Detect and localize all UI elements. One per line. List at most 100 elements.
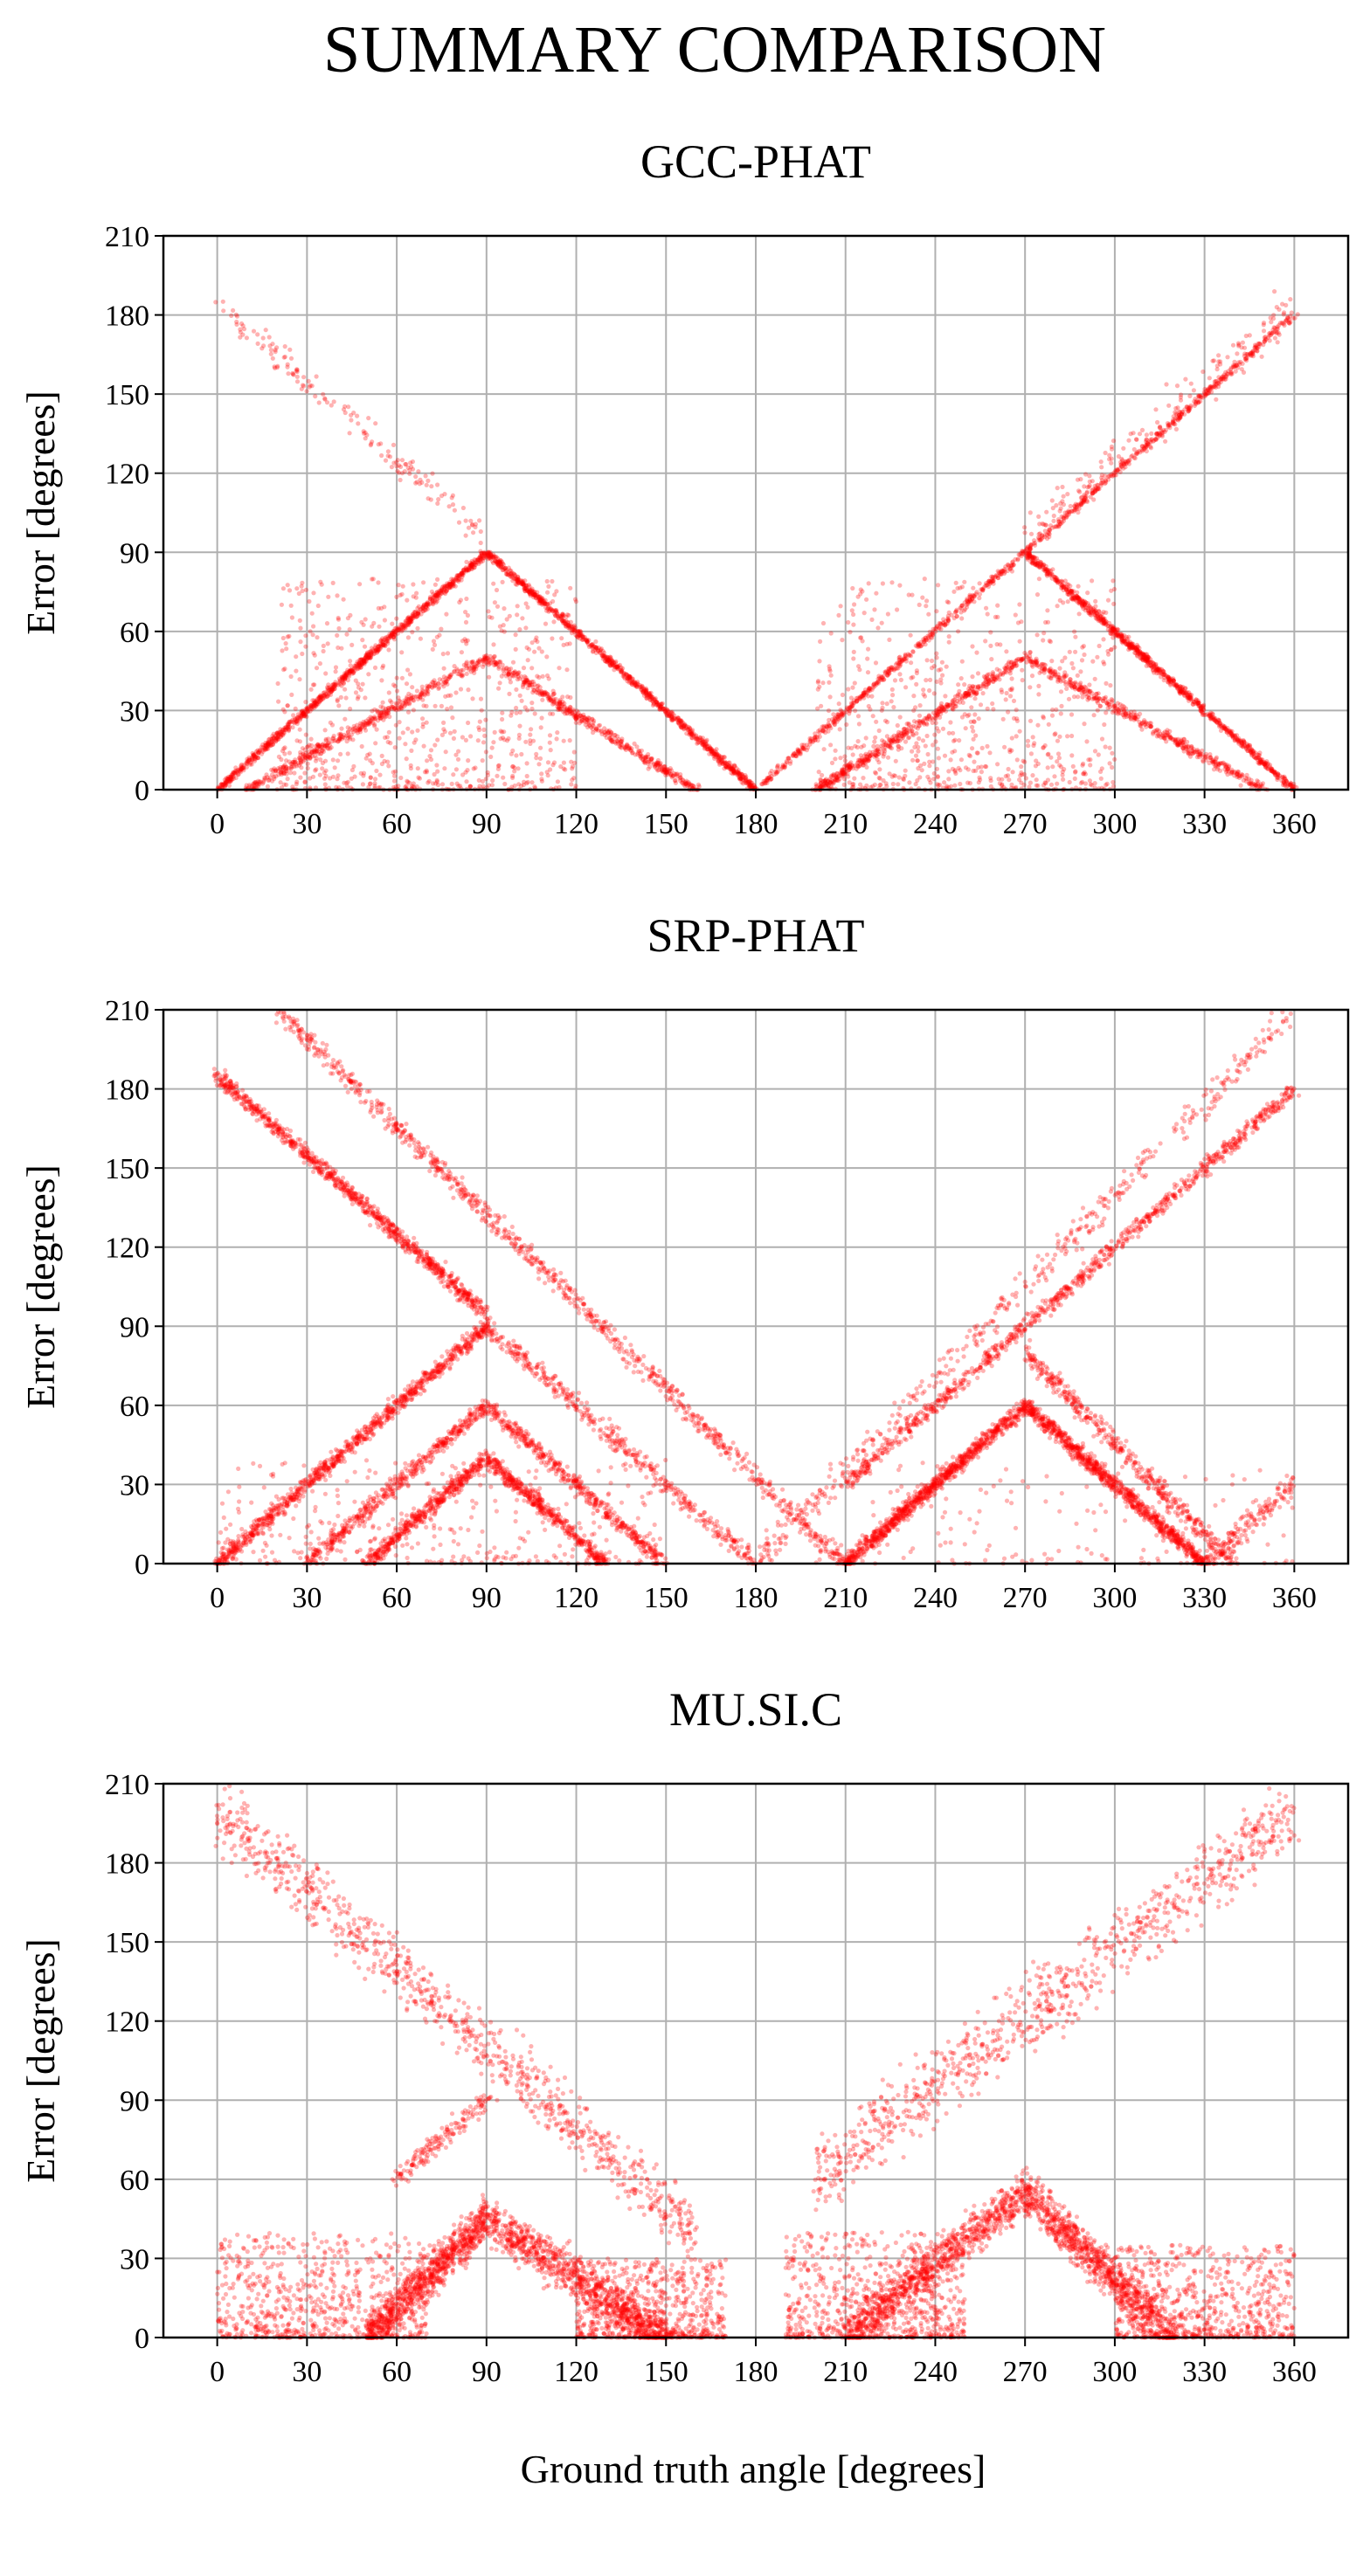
data-point	[986, 584, 991, 590]
data-point	[568, 708, 573, 715]
data-point	[356, 663, 361, 669]
data-point	[875, 748, 880, 753]
data-point	[359, 661, 364, 666]
data-point	[267, 736, 273, 742]
data-point	[1014, 658, 1019, 663]
data-point	[279, 732, 284, 738]
data-point	[391, 628, 396, 634]
data-point	[844, 707, 849, 712]
data-point	[1157, 667, 1162, 673]
data-point	[222, 777, 227, 783]
data-point	[356, 665, 362, 670]
data-point	[1274, 329, 1279, 335]
data-point	[427, 597, 432, 603]
data-point	[434, 590, 439, 595]
data-point	[918, 644, 924, 649]
data-point	[415, 696, 421, 701]
data-point	[1183, 686, 1188, 691]
data-point	[591, 720, 596, 725]
data-point	[339, 683, 344, 688]
data-point	[1144, 663, 1149, 668]
data-point	[379, 714, 384, 719]
data-point	[1090, 607, 1095, 612]
data-point	[457, 574, 463, 579]
data-point	[406, 618, 412, 623]
data-point	[388, 633, 393, 639]
data-point	[1287, 321, 1292, 326]
data-point	[349, 666, 355, 672]
data-point	[668, 714, 674, 719]
data-point	[1256, 753, 1263, 758]
data-point	[266, 740, 272, 745]
data-point	[362, 658, 367, 664]
data-point	[1131, 455, 1137, 460]
data-point	[976, 685, 981, 690]
data-point	[399, 622, 405, 627]
data-point	[608, 738, 614, 743]
data-point	[473, 560, 478, 565]
data-point	[585, 639, 590, 645]
data-point	[421, 602, 427, 607]
data-point	[857, 695, 862, 701]
data-point	[939, 708, 944, 714]
data-point	[649, 756, 654, 762]
data-point	[366, 655, 371, 660]
data-point	[938, 715, 943, 720]
data-point	[746, 778, 751, 784]
data-point	[1085, 605, 1090, 611]
data-point	[626, 674, 632, 680]
data-point	[398, 627, 404, 632]
data-point	[484, 660, 489, 666]
data-point	[444, 589, 449, 594]
data-point	[390, 704, 395, 709]
data-point	[1271, 325, 1277, 330]
data-point	[861, 693, 867, 698]
data-point	[1284, 784, 1290, 790]
data-point	[377, 646, 383, 652]
data-point	[478, 549, 483, 554]
data-point	[297, 715, 302, 721]
data-point	[444, 588, 449, 593]
data-point	[409, 619, 414, 625]
data-point	[1166, 676, 1172, 681]
data-point	[1112, 473, 1117, 478]
data-point	[386, 708, 391, 713]
data-point	[381, 642, 386, 647]
data-point	[289, 719, 294, 724]
data-point	[414, 688, 419, 694]
data-point	[675, 715, 681, 721]
data-point	[369, 653, 374, 658]
data-point	[283, 727, 288, 733]
data-point	[1272, 771, 1277, 777]
data-point	[285, 722, 290, 727]
data-point	[324, 692, 329, 697]
data-point	[386, 636, 391, 641]
data-point	[423, 607, 428, 613]
data-point	[1237, 738, 1242, 743]
data-point	[1196, 703, 1201, 708]
data-point	[612, 732, 617, 738]
data-point	[1251, 751, 1256, 756]
data-point	[424, 601, 429, 607]
data-point	[941, 617, 946, 622]
data-point	[378, 639, 384, 644]
data-point	[893, 662, 898, 667]
data-point	[1124, 642, 1130, 647]
data-point	[1141, 653, 1146, 658]
data-point	[231, 776, 236, 782]
data-point	[970, 687, 975, 692]
data-point	[488, 556, 493, 562]
data-point	[463, 565, 468, 570]
data-point	[344, 671, 349, 676]
data-point	[1071, 508, 1076, 515]
data-point	[613, 659, 619, 665]
data-point	[879, 743, 884, 749]
data-point	[1055, 579, 1061, 585]
data-point	[342, 674, 348, 680]
data-point	[421, 603, 426, 608]
data-point	[1040, 564, 1045, 570]
data-point	[294, 719, 299, 724]
data-point	[573, 713, 578, 718]
